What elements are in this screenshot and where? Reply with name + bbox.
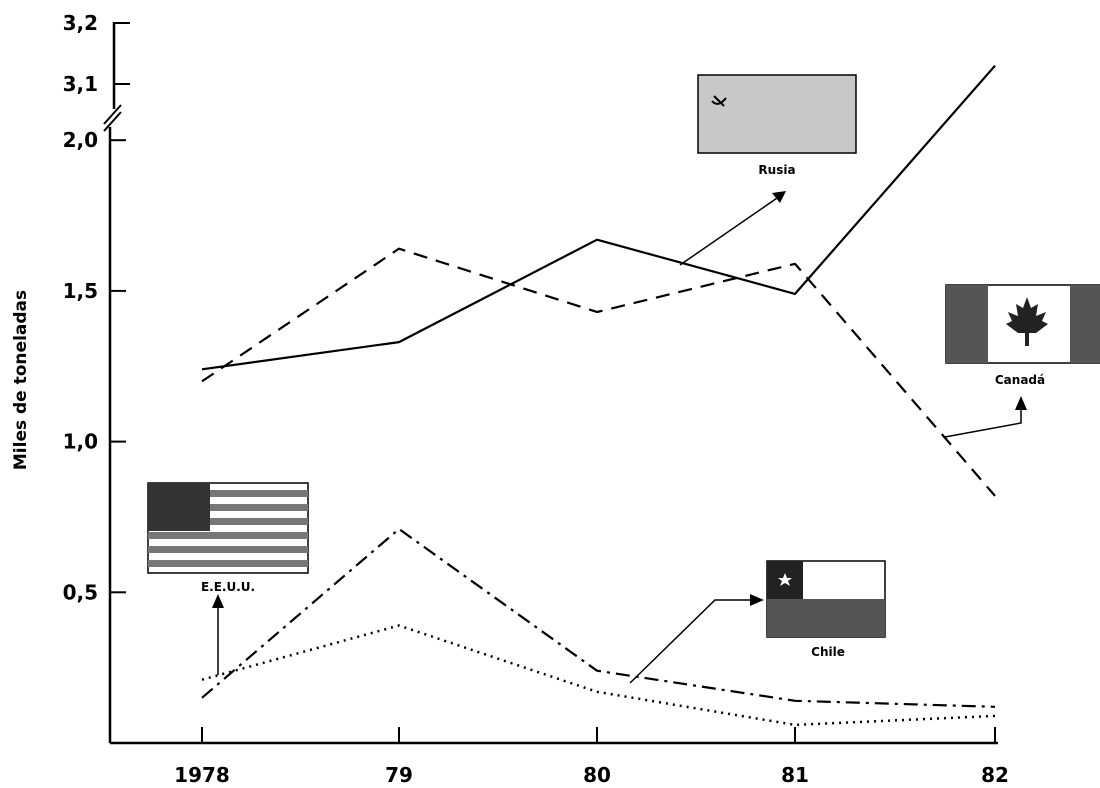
pointer-arrows xyxy=(217,195,1022,684)
y-tick-label: 0,5 xyxy=(63,580,98,604)
series-line-eeuu xyxy=(201,624,996,727)
y-tick-label: 1,0 xyxy=(63,430,98,454)
axis-break-icon xyxy=(103,104,122,132)
flag-usa: E.E.U.U. xyxy=(147,482,309,594)
series-line-rusia xyxy=(201,64,996,371)
y-tick-label: 2,0 xyxy=(63,128,98,152)
x-tick-label: 81 xyxy=(781,763,809,787)
arrowheads xyxy=(212,191,1027,608)
series-line-canad xyxy=(201,247,996,497)
y-tick-label: 1,5 xyxy=(63,279,98,303)
x-tick-label: 82 xyxy=(981,763,1009,787)
arrow-canada xyxy=(944,404,1022,438)
flag-caption-canada: Canadá xyxy=(995,373,1045,387)
flag-russia: Rusia xyxy=(697,74,857,177)
flag-canada: Canadá xyxy=(945,284,1100,387)
arrow-russia xyxy=(679,195,781,266)
x-tick-label: 1978 xyxy=(174,763,230,787)
hammer-sickle-icon xyxy=(711,95,727,107)
x-axis-ticks: 1978 79 80 81 82 xyxy=(174,727,1009,787)
flag-caption-russia: Rusia xyxy=(758,163,795,177)
x-tick-label: 80 xyxy=(583,763,611,787)
y-axis-ticks: 0,5 1,0 1,5 2,0 3,1 3,2 xyxy=(63,11,130,604)
flag-chile: Chile xyxy=(766,560,886,659)
series-line-chile xyxy=(201,527,996,708)
y-tick-label: 3,1 xyxy=(63,72,98,96)
x-tick-label: 79 xyxy=(385,763,413,787)
flag-caption-usa: E.E.U.U. xyxy=(201,580,255,594)
y-axis-title: Miles de toneladas xyxy=(11,290,31,470)
maple-leaf-icon xyxy=(1006,297,1048,346)
flag-caption-chile: Chile xyxy=(811,645,845,659)
star-icon xyxy=(778,573,792,586)
arrow-chile xyxy=(629,599,756,684)
y-tick-label: 3,2 xyxy=(63,11,98,35)
series-lines xyxy=(201,64,996,727)
